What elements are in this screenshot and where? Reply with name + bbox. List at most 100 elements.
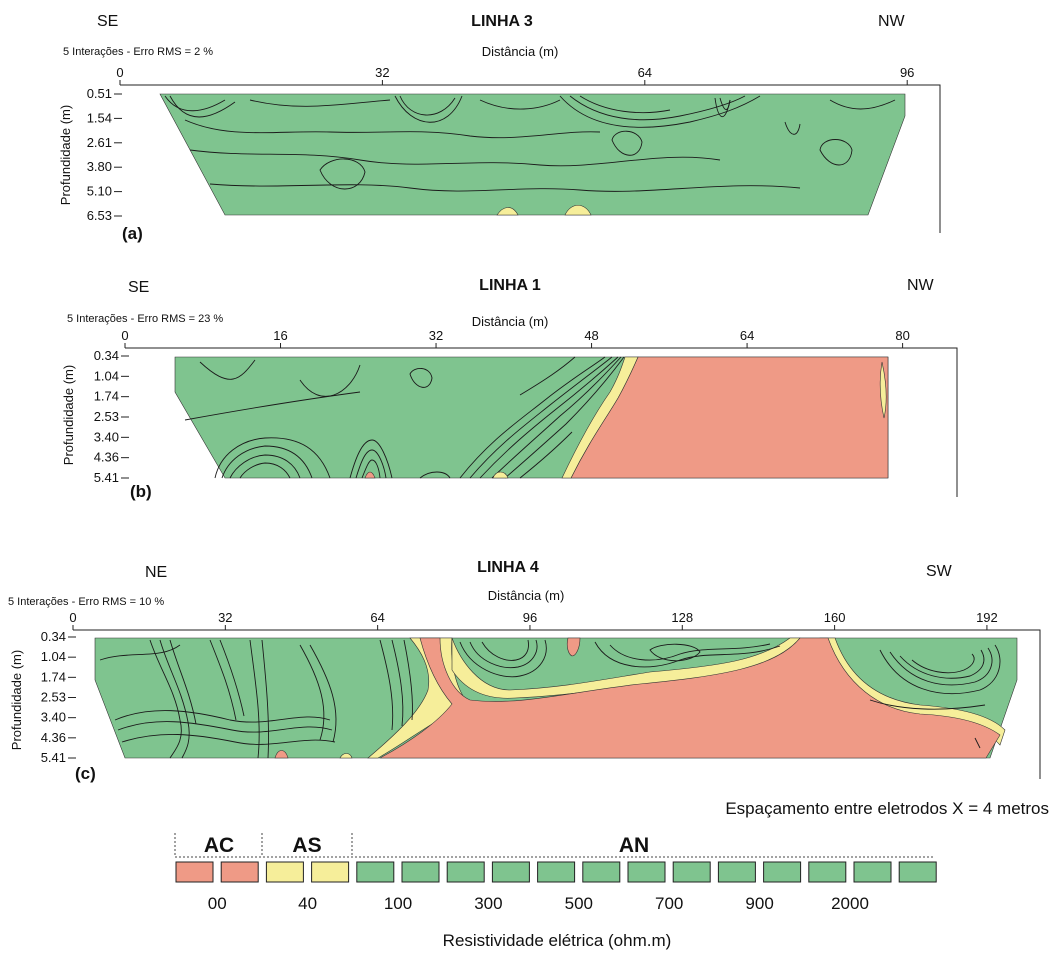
panel-b-depth-ticks: 0.34 1.04 1.74 2.53 3.40 4.36 5.41: [94, 348, 129, 485]
depth-tick-label: 1.74: [41, 669, 66, 684]
x-tick-label: 32: [429, 328, 443, 343]
legend-title: Resistividade elétrica (ohm.m): [443, 931, 672, 950]
x-tick-label: 48: [584, 328, 598, 343]
panel-b-ylabel: Profundidade (m): [61, 365, 76, 465]
x-tick-label: 96: [900, 65, 914, 80]
panel-c-small-salmon-top: [566, 637, 581, 657]
x-tick-label: 160: [824, 610, 846, 625]
panel-b-yellow-edge: [879, 361, 887, 419]
legend-swatch-an: [491, 861, 530, 883]
x-tick-label: 128: [671, 610, 693, 625]
panel-b-contours: [184, 356, 625, 479]
x-tick-label: 0: [69, 610, 76, 625]
depth-tick-label: 0.51: [87, 86, 112, 101]
x-tick-label: 0: [121, 328, 128, 343]
legend-swatch-an: [853, 861, 892, 883]
depth-tick-label: 5.41: [41, 750, 66, 765]
depth-tick-label: 2.53: [41, 690, 66, 705]
depth-tick-label: 1.74: [94, 389, 119, 404]
panel-b-x-ticks: 0 16 32 48 64 80: [121, 328, 910, 348]
panel-b-small-yellow: [492, 471, 509, 479]
panel-c-ylabel: Profundidade (m): [9, 650, 24, 750]
panel-a-contours: [164, 95, 896, 192]
panel-b-xlabel: Distância (m): [472, 314, 549, 329]
panel-a-xlabel: Distância (m): [482, 44, 559, 59]
legend-value-label: 900: [745, 894, 773, 913]
depth-tick-label: 3.40: [41, 710, 66, 725]
depth-tick-label: 4.36: [94, 450, 119, 465]
legend-swatch-an: [446, 861, 485, 883]
panel-a-label: (a): [122, 224, 143, 243]
panel-b-frame: [125, 347, 958, 497]
x-tick-label: 32: [375, 65, 389, 80]
panel-a-x-ticks: 0 32 64 96: [116, 65, 914, 85]
legend-swatch-an: [672, 861, 711, 883]
panel-c-left-direction: NE: [145, 564, 167, 581]
panel-c-contours: [99, 639, 1001, 759]
panel-c-small-yellow-base: [339, 753, 353, 759]
panel-c-small-salmon-base: [274, 750, 289, 759]
legend-group-an: AN: [619, 834, 649, 857]
panel-c-title: LINHA 4: [477, 559, 539, 576]
depth-tick-label: 3.80: [87, 159, 112, 174]
panel-a-iterations-note: 5 Interações - Erro RMS = 2 %: [63, 46, 213, 58]
legend-value-label: 500: [565, 894, 593, 913]
x-tick-label: 64: [638, 65, 652, 80]
legend-swatch-ac: [220, 861, 259, 883]
depth-tick-label: 1.54: [87, 110, 112, 125]
depth-tick-label: 1.04: [41, 649, 66, 664]
panel-b-left-direction: SE: [128, 279, 149, 296]
panel-c-iterations-note: 5 Interações - Erro RMS = 10 %: [8, 596, 164, 608]
depth-tick-label: 5.41: [94, 470, 119, 485]
legend-values: 00 40 100 300 500 700 900 2000: [208, 894, 869, 913]
legend-swatch-an: [808, 861, 847, 883]
panel-b-yellow-band: [561, 356, 639, 479]
panel-a-title: LINHA 3: [471, 13, 533, 30]
panel-c-x-ticks: 0 32 64 96 128 160 192: [69, 610, 998, 630]
x-tick-label: 0: [116, 65, 123, 80]
panel-c: NE LINHA 4 SW 5 Interações - Erro RMS = …: [8, 559, 1041, 783]
depth-tick-label: 5.10: [87, 184, 112, 199]
legend-swatch-an: [401, 861, 440, 883]
panel-c-right-direction: SW: [926, 563, 953, 580]
legend-value-label: 300: [474, 894, 502, 913]
legend-swatch-an: [763, 861, 802, 883]
panel-a-yellow-pocket-2: [564, 204, 592, 216]
legend-swatch-ac: [175, 861, 214, 883]
x-tick-label: 32: [218, 610, 232, 625]
panel-c-depth-ticks: 0.34 1.04 1.74 2.53 3.40 4.36 5.41: [41, 629, 76, 765]
panel-a: SE LINHA 3 NW 5 Interações - Erro RMS = …: [58, 13, 941, 243]
legend-swatch-an: [627, 861, 666, 883]
x-tick-label: 80: [895, 328, 909, 343]
x-tick-label: 16: [273, 328, 287, 343]
panel-b-iterations-note: 5 Interações - Erro RMS = 23 %: [67, 313, 223, 325]
panel-b-small-salmon: [364, 471, 376, 479]
legend-swatch-as: [311, 861, 350, 883]
legend-swatch-an: [717, 861, 756, 883]
panel-c-label: (c): [75, 764, 96, 783]
legend-value-label: 00: [208, 894, 227, 913]
panel-c-frame: [73, 629, 1041, 779]
panel-a-frame: [120, 84, 941, 233]
legend-group-as: AS: [292, 834, 321, 857]
depth-tick-label: 4.36: [41, 730, 66, 745]
legend-swatch-as: [265, 861, 304, 883]
depth-tick-label: 3.40: [94, 429, 119, 444]
depth-tick-label: 0.34: [94, 348, 119, 363]
legend-value-label: 2000: [831, 894, 869, 913]
x-tick-label: 64: [740, 328, 754, 343]
panel-c-xlabel: Distância (m): [488, 588, 565, 603]
legend-value-label: 700: [655, 894, 683, 913]
depth-tick-label: 2.53: [94, 409, 119, 424]
legend-value-label: 40: [298, 894, 317, 913]
panel-a-ylabel: Profundidade (m): [58, 105, 73, 205]
panel-b-right-direction: NW: [907, 277, 935, 294]
legend-value-label: 100: [384, 894, 412, 913]
panel-a-depth-ticks: 0.51 1.54 2.61 3.80 5.10 6.53: [87, 86, 122, 223]
legend-group-ac: AC: [204, 834, 234, 857]
panel-c-salmon-body: [379, 637, 1001, 759]
legend-swatch-an: [898, 861, 937, 883]
panel-b-label: (b): [130, 482, 152, 501]
legend-swatch-an: [537, 861, 576, 883]
